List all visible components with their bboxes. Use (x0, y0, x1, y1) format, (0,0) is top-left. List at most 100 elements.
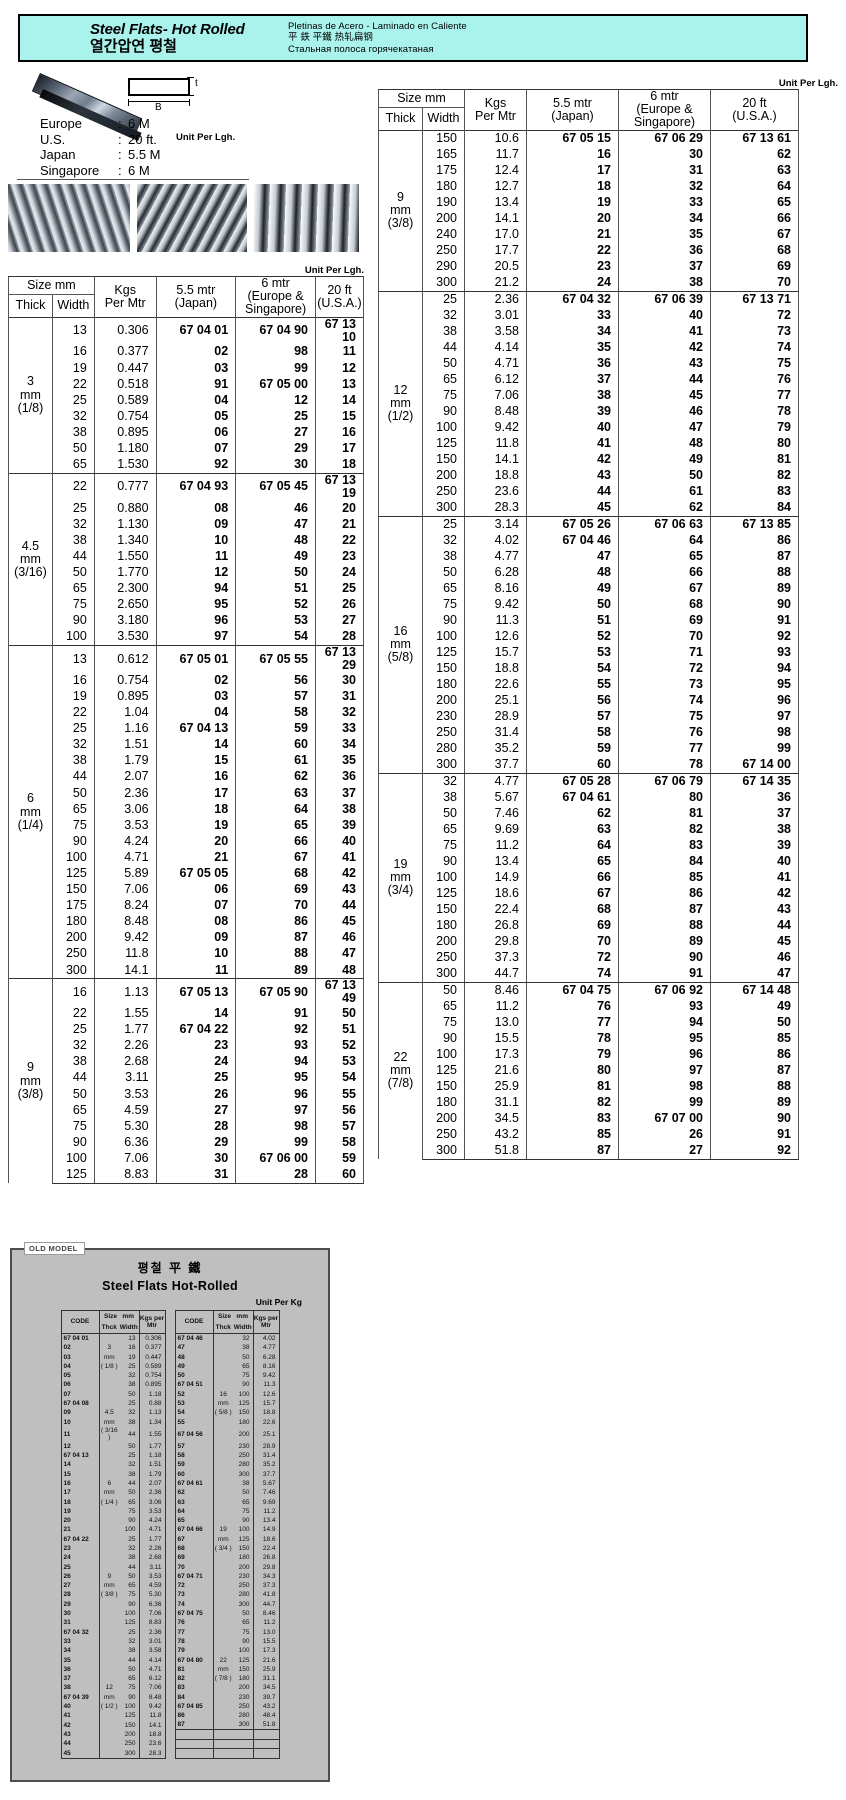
cell-code-usa: 39 (315, 817, 364, 834)
cell-code-usa: 43 (710, 901, 799, 918)
cell-code-europe: 99 (235, 360, 316, 377)
old-cell-width: 250 (233, 1451, 254, 1461)
old-cell-code: 62 (174, 1488, 214, 1498)
table-row: 150 22.4 68 87 43 (379, 901, 799, 918)
old-cell-thickness (213, 1460, 233, 1469)
cell-width: 75 (52, 817, 95, 834)
cell-code-europe: 99 (235, 1134, 316, 1151)
cell-kgs-per-mtr: 1.51 (94, 736, 157, 753)
header-size-mm: Size mm (378, 88, 465, 109)
old-cell-code: 25 (60, 1562, 100, 1572)
cell-kgs-per-mtr: 13.4 (464, 853, 527, 870)
table-row: 50 3.53 26 96 55 (9, 1086, 364, 1103)
old-cell-kgs: 1.79 (139, 1469, 166, 1479)
old-table-gap-cell (165, 1739, 175, 1748)
old-cell-kgs: 8.46 (253, 1609, 280, 1619)
cell-code-usa: 24 (315, 564, 364, 581)
cell-code-japan: 65 (526, 853, 619, 870)
table-row: 125 5.89 67 05 05 68 42 (9, 865, 364, 882)
cell-width: 90 (52, 612, 95, 629)
old-cell-code: 24 (60, 1553, 100, 1563)
old-table-row: 67 04 22 25 1.77 67 mm 125 18.6 (60, 1534, 280, 1545)
cell-width: 50 (52, 564, 95, 581)
old-table-row: 12 50 1.77 57 230 28.9 (60, 1441, 280, 1452)
length-region-us: U.S. (40, 131, 66, 147)
group-thickness-label: 16 mm (5/8) (378, 515, 423, 774)
table-row: 38 1.340 10 48 22 (9, 532, 364, 549)
cell-kgs-per-mtr: 5.67 (464, 789, 527, 806)
table-row: 180 26.8 69 88 44 (379, 917, 799, 934)
cell-width: 100 (52, 628, 95, 647)
cell-code-japan: 67 05 28 (526, 772, 619, 790)
cell-kgs-per-mtr: 5.89 (94, 865, 157, 882)
old-cell-kgs: 39.7 (253, 1692, 280, 1703)
cell-code-usa: 68 (710, 242, 799, 259)
cell-code-japan: 30 (156, 1150, 237, 1167)
cell-width: 38 (422, 323, 465, 340)
table-row: 200 25.1 56 74 96 (379, 692, 799, 709)
table-row: 250 31.4 58 76 98 (379, 724, 799, 741)
cell-code-europe: 62 (235, 768, 316, 786)
cell-code-europe: 67 (235, 849, 316, 866)
old-table-gap-cell (165, 1581, 175, 1590)
cell-width: 180 (422, 1094, 465, 1111)
cell-code-japan: 07 (156, 897, 237, 914)
old-cell-kgs: 0.447 (139, 1352, 166, 1362)
table-row: 150 18.8 54 72 94 (379, 660, 799, 677)
old-cell-code: 55 (174, 1417, 214, 1427)
old-cell-code: 35 (60, 1655, 100, 1665)
cell-kgs-per-mtr: 1.130 (94, 516, 157, 533)
old-cell-thickness: mm (217, 1665, 229, 1673)
cell-code-japan: 67 04 75 (526, 981, 619, 999)
old-cell-code: 67 04 08 (60, 1399, 100, 1409)
cell-code-japan: 34 (526, 323, 619, 340)
table-row: 25 1.77 67 04 22 92 51 (9, 1021, 364, 1038)
table-row: 100 3.530 97 54 28 (9, 628, 364, 647)
cell-width: 180 (422, 676, 465, 693)
cell-code-japan: 11 (156, 548, 237, 565)
cell-width: 75 (422, 387, 465, 404)
old-table-row: 23 32 2.26 68( 3/4 ) 150 22.4 (60, 1544, 280, 1554)
cell-code-usa: 28 (315, 628, 364, 647)
cell-code-usa: 37 (315, 785, 364, 802)
old-cell-width: 300 (233, 1469, 254, 1479)
table-row: 44 3.11 25 95 54 (9, 1069, 364, 1087)
cell-kgs-per-mtr: 26.8 (464, 917, 527, 934)
old-cell-kgs: 4.02 (253, 1333, 280, 1344)
cell-code-europe: 51 (235, 580, 316, 597)
old-cell-thickness: mm (103, 1418, 115, 1426)
cell-width: 38 (52, 424, 95, 441)
cell-kgs-per-mtr: 13.0 (464, 1014, 527, 1031)
table-row: 32 2.26 23 93 52 (9, 1037, 364, 1054)
table-row: 90 13.4 65 84 40 (379, 853, 799, 870)
table-row: 38 1.79 15 61 35 (9, 752, 364, 769)
old-table-gap-cell (165, 1516, 175, 1525)
group-thickness-label: 22 mm (7/8) (378, 981, 423, 1160)
table-row: 180 8.48 08 86 45 (9, 913, 364, 930)
cell-code-europe: 89 (235, 962, 316, 980)
cell-kgs-per-mtr: 0.589 (94, 392, 157, 409)
old-cell-width: 75 (233, 1627, 254, 1638)
old-cell-width: 65 (233, 1361, 254, 1372)
length-region-europe: Europe (40, 116, 82, 131)
cell-code-japan: 51 (526, 612, 619, 629)
cell-code-usa: 27 (315, 612, 364, 629)
cell-code-usa: 50 (710, 1014, 799, 1031)
cell-kgs-per-mtr: 9.42 (464, 596, 527, 613)
cell-code-japan: 20 (156, 833, 237, 850)
old-cell-kgs: 28.3 (139, 1748, 166, 1759)
old-table-row: 15 38 1.79 60 300 37.7 (60, 1469, 280, 1479)
cell-kgs-per-mtr: 0.447 (94, 360, 157, 377)
cell-code-japan: 48 (526, 564, 619, 581)
old-cell-thickness (213, 1451, 233, 1460)
cell-kgs-per-mtr: 15.7 (464, 644, 527, 661)
cell-width: 22 (52, 1005, 95, 1022)
old-cell-code: 27 (60, 1581, 100, 1591)
cell-kgs-per-mtr: 0.518 (94, 376, 157, 393)
cell-kgs-per-mtr: 2.300 (94, 580, 157, 597)
cell-kgs-per-mtr: 21.2 (464, 274, 527, 292)
old-cell-code: 67 04 32 (60, 1627, 100, 1638)
old-cell-thickness (213, 1427, 233, 1442)
cell-width: 300 (422, 1142, 465, 1160)
